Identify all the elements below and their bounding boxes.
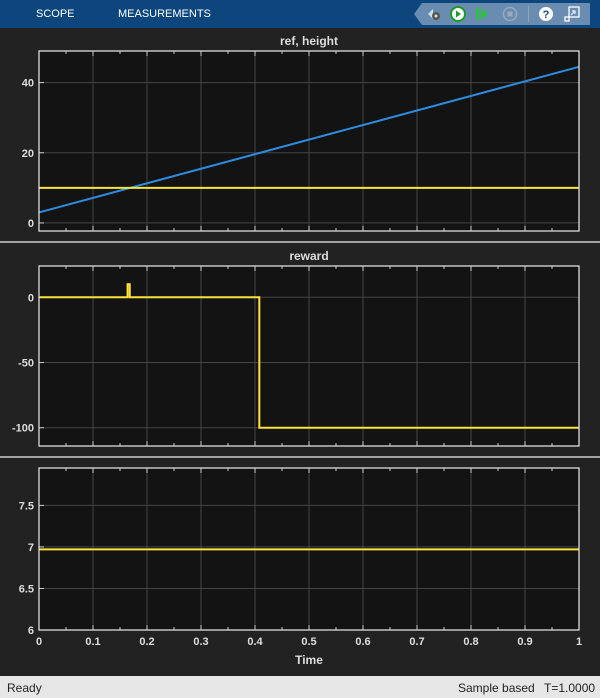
x-tick-label: 0.6 — [355, 636, 370, 648]
y-tick-label: 0 — [28, 218, 34, 230]
quick-access-toolbar: ? — [414, 3, 590, 25]
axes-title: ref, height — [280, 34, 338, 48]
axes-title: reward — [289, 249, 328, 263]
undock-icon[interactable] — [564, 6, 580, 22]
x-tick-label: 0.2 — [139, 636, 154, 648]
stop-icon[interactable] — [502, 6, 518, 22]
y-tick-label: 6 — [28, 625, 34, 637]
x-tick-label: 0.3 — [193, 636, 208, 648]
x-tick-label: 0.5 — [301, 636, 316, 648]
x-tick-label: 0.8 — [463, 636, 478, 648]
x-tick-label: 1 — [576, 636, 582, 648]
axes-3: 6 6.5 7 7.5 0 0.1 0.2 0.3 0.4 0.5 0.6 0.7 0.8 0.9 1 Tim… — [19, 467, 582, 667]
y-tick-label: 0 — [28, 292, 34, 304]
x-tick-label: 0.1 — [85, 636, 100, 648]
svg-text:?: ? — [543, 9, 550, 21]
y-tick-label: -50 — [18, 358, 34, 370]
x-tick-label: 0.7 — [409, 636, 424, 648]
status-text: Ready — [7, 681, 42, 695]
series-line — [39, 283, 579, 429]
x-tick-label: 0.4 — [247, 636, 263, 648]
toolstrip: SCOPE MEASUREMENTS ? — [0, 0, 600, 28]
axes-frame — [38, 265, 580, 447]
x-tick-label: 0.9 — [517, 636, 532, 648]
y-tick-label: 20 — [22, 148, 34, 160]
axes-frame — [38, 50, 580, 232]
tab-measurements[interactable]: MEASUREMENTS — [118, 8, 211, 20]
status-bar: Ready Sample based T=1.0000 — [0, 676, 600, 698]
x-tick-label: 0 — [36, 636, 42, 648]
sim-time: T=1.0000 — [544, 681, 596, 695]
run-icon[interactable] — [450, 6, 466, 22]
y-tick-label: 7.5 — [19, 500, 34, 512]
x-axis-label: Time — [295, 653, 323, 667]
y-tick-label: 7 — [28, 542, 34, 554]
y-tick-label: 40 — [22, 78, 34, 90]
axes-2: 0 -50 -100 reward — [12, 249, 580, 447]
axes-1: 0 20 40 ref, height — [22, 34, 580, 232]
sample-mode: Sample based — [458, 681, 535, 695]
toolbar-divider — [528, 6, 529, 22]
tab-scope[interactable]: SCOPE — [36, 8, 75, 20]
axes-frame — [38, 467, 580, 631]
signal-settings-icon[interactable] — [426, 6, 442, 22]
help-icon[interactable]: ? — [538, 6, 554, 22]
y-tick-label: -100 — [12, 423, 34, 435]
y-tick-label: 6.5 — [19, 583, 34, 595]
step-forward-icon[interactable] — [474, 6, 490, 22]
